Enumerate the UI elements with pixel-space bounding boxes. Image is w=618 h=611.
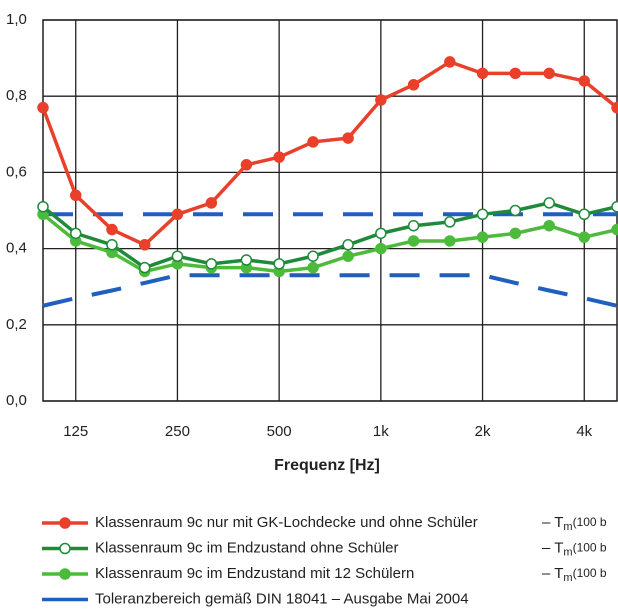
y-tick-label: 0,8 <box>6 87 27 104</box>
y-tick-label: 0,0 <box>6 392 27 409</box>
data-point <box>444 56 456 68</box>
data-point <box>307 261 319 274</box>
data-point <box>37 101 49 114</box>
data-point <box>476 208 489 221</box>
data-point <box>69 227 82 240</box>
data-point <box>444 235 456 247</box>
note-sub: m <box>563 521 572 533</box>
note-prefix: – T <box>542 539 563 556</box>
side-note: – Tm(100 b <box>542 539 607 558</box>
data-point <box>407 235 420 247</box>
legend-marker <box>59 542 71 555</box>
legend-label: Toleranzbereich gemäß DIN 18041 – Ausgab… <box>95 590 469 607</box>
data-point <box>578 208 591 221</box>
data-point <box>444 216 456 228</box>
data-point <box>240 159 253 171</box>
y-tick-label: 0,4 <box>6 240 27 257</box>
plot-frame <box>42 19 618 402</box>
data-point <box>578 75 591 87</box>
series-line <box>42 273 618 308</box>
data-point <box>407 219 420 232</box>
data-point <box>578 231 591 243</box>
data-point <box>171 250 184 262</box>
data-point <box>407 79 420 91</box>
series-line <box>41 201 618 270</box>
data-point <box>476 231 489 243</box>
data-point <box>476 67 489 80</box>
data-point <box>375 227 387 240</box>
legend-label: Klassenraum 9c nur mit GK-Lochdecke und … <box>95 514 478 531</box>
note-prefix: – T <box>542 565 563 582</box>
x-tick-label: 500 <box>267 423 292 440</box>
note-suffix: (100 b <box>573 515 607 529</box>
data-point <box>543 219 555 232</box>
note-sub: m <box>563 572 572 584</box>
note-prefix: – T <box>542 514 563 531</box>
data-point <box>240 254 253 266</box>
data-point <box>106 223 118 236</box>
legend-marker <box>59 517 71 529</box>
note-suffix: (100 b <box>573 541 607 555</box>
series-line <box>41 59 618 247</box>
data-point <box>138 239 151 251</box>
x-tick-label: 1k <box>373 423 389 440</box>
data-point <box>543 67 555 80</box>
x-tick-label: 250 <box>165 423 190 440</box>
legend-label: Klassenraum 9c im Endzustand mit 12 Schü… <box>95 565 414 582</box>
data-point <box>171 208 184 221</box>
legend-marker <box>59 568 71 580</box>
data-point <box>509 204 522 217</box>
data-point <box>611 223 618 236</box>
data-point <box>543 197 555 209</box>
data-point <box>342 239 354 251</box>
side-note: – Tm(100 b <box>542 514 607 533</box>
data-point <box>106 239 118 251</box>
y-tick-label: 0,2 <box>6 316 27 333</box>
data-point <box>611 101 618 114</box>
data-point <box>509 227 522 240</box>
data-point <box>509 67 522 80</box>
note-suffix: (100 b <box>573 566 607 580</box>
series-line <box>41 212 618 274</box>
x-tick-label: 4k <box>576 423 592 440</box>
data-point <box>138 261 151 274</box>
data-point <box>375 94 387 106</box>
data-point <box>375 242 387 255</box>
data-point <box>205 258 218 270</box>
data-point <box>273 151 285 163</box>
data-point <box>205 197 218 209</box>
side-note: – Tm(100 b <box>542 565 607 584</box>
x-tick-label: 125 <box>63 423 88 440</box>
data-point <box>307 136 319 148</box>
note-sub: m <box>563 546 572 558</box>
data-point <box>69 189 82 202</box>
x-tick-label: 2k <box>475 423 491 440</box>
data-point <box>342 250 354 262</box>
legend-label: Klassenraum 9c im Endzustand ohne Schüle… <box>95 539 399 556</box>
y-tick-label: 0,6 <box>6 163 27 180</box>
data-point <box>273 258 285 270</box>
data-point <box>37 200 49 213</box>
data-point <box>611 200 618 213</box>
data-point <box>342 132 354 144</box>
y-tick-label: 1,0 <box>6 11 27 28</box>
x-axis-label: Frequenz [Hz] <box>274 457 380 474</box>
data-point <box>307 250 319 262</box>
